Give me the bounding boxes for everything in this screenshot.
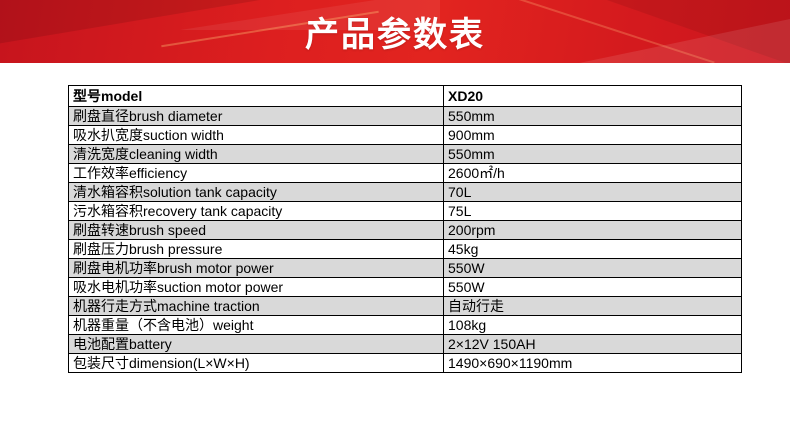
spec-value-cell: 550mm [443, 106, 742, 126]
spec-value-cell: 2600㎡/h [443, 163, 742, 183]
spec-value-cell: 550W [443, 258, 742, 278]
spec-name-cell: 电池配置battery [68, 334, 444, 354]
spec-value-cell: 550W [443, 277, 742, 297]
table-row: 刷盘直径brush diameter 550mm [68, 106, 742, 126]
spec-name-cell: 吸水电机功率suction motor power [68, 277, 444, 297]
spec-model-header: 型号model [68, 85, 444, 107]
spec-name-cell: 刷盘压力brush pressure [68, 239, 444, 259]
spec-value-cell: 45kg [443, 239, 742, 259]
page-banner: 产品参数表 [0, 0, 790, 63]
spec-name-cell: 包装尺寸dimension(L×W×H) [68, 353, 444, 373]
spec-name-cell: 污水箱容积recovery tank capacity [68, 201, 444, 221]
table-row: 污水箱容积recovery tank capacity 75L [68, 201, 742, 221]
table-row: 机器行走方式machine traction 自动行走 [68, 296, 742, 316]
spec-name-cell: 刷盘直径brush diameter [68, 106, 444, 126]
spec-value-cell: 75L [443, 201, 742, 221]
table-row: 工作效率efficiency 2600㎡/h [68, 163, 742, 183]
spec-model-value: XD20 [443, 85, 742, 107]
table-row: 刷盘转速brush speed 200rpm [68, 220, 742, 240]
spec-value-cell: 108kg [443, 315, 742, 335]
spec-name-cell: 机器重量（不含电池）weight [68, 315, 444, 335]
spec-value-cell: 550mm [443, 144, 742, 164]
table-row: 吸水扒宽度suction width 900mm [68, 125, 742, 145]
table-row: 刷盘电机功率brush motor power 550W [68, 258, 742, 278]
spec-value-cell: 200rpm [443, 220, 742, 240]
spec-value-cell: 1490×690×1190mm [443, 353, 742, 373]
spec-name-cell: 清水箱容积solution tank capacity [68, 182, 444, 202]
table-header-row: 型号model XD20 [68, 85, 742, 107]
table-row: 刷盘压力brush pressure 45kg [68, 239, 742, 259]
table-row: 包装尺寸dimension(L×W×H) 1490×690×1190mm [68, 353, 742, 373]
table-row: 机器重量（不含电池）weight 108kg [68, 315, 742, 335]
spec-value-cell: 900mm [443, 125, 742, 145]
spec-name-cell: 刷盘转速brush speed [68, 220, 444, 240]
table-row: 电池配置battery 2×12V 150AH [68, 334, 742, 354]
spec-name-cell: 吸水扒宽度suction width [68, 125, 444, 145]
spec-value-cell: 自动行走 [443, 296, 742, 316]
spec-name-cell: 工作效率efficiency [68, 163, 444, 183]
table-row: 清洗宽度cleaning width 550mm [68, 144, 742, 164]
spec-value-cell: 2×12V 150AH [443, 334, 742, 354]
spec-name-cell: 刷盘电机功率brush motor power [68, 258, 444, 278]
page-title: 产品参数表 [305, 16, 485, 54]
table-row: 清水箱容积solution tank capacity 70L [68, 182, 742, 202]
spec-value-cell: 70L [443, 182, 742, 202]
table-row: 吸水电机功率suction motor power 550W [68, 277, 742, 297]
spec-table: 型号model XD20 刷盘直径brush diameter 550mm 吸水扒宽… [68, 85, 742, 373]
spec-name-cell: 清洗宽度cleaning width [68, 144, 444, 164]
spec-name-cell: 机器行走方式machine traction [68, 296, 444, 316]
spec-table-container: 型号model XD20 刷盘直径brush diameter 550mm 吸水扒宽… [68, 85, 742, 373]
